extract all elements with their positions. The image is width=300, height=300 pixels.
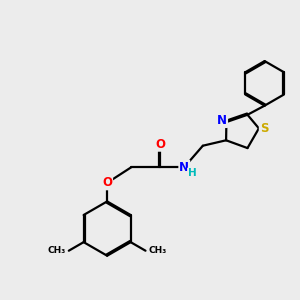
- Text: S: S: [260, 122, 268, 135]
- Text: H: H: [188, 168, 197, 178]
- Text: CH₃: CH₃: [47, 246, 65, 255]
- Text: CH₃: CH₃: [149, 246, 167, 255]
- Text: O: O: [155, 138, 165, 151]
- Text: N: N: [179, 160, 189, 174]
- Text: N: N: [217, 114, 227, 127]
- Text: O: O: [102, 176, 112, 189]
